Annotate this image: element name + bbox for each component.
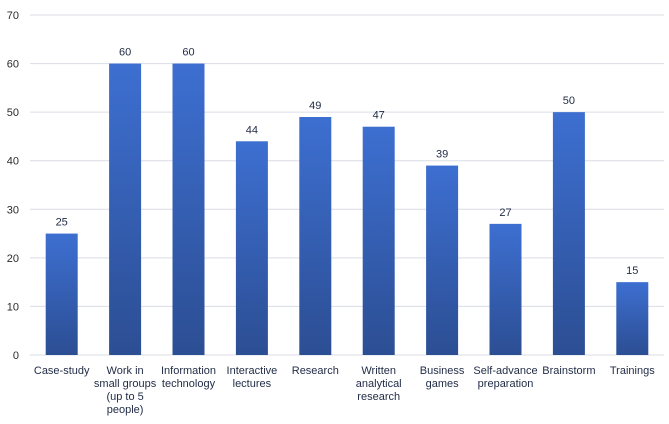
y-tick-label: 20 <box>7 253 19 265</box>
category-label: Interactive lectures <box>227 365 278 390</box>
category-label-line: people) <box>107 404 144 416</box>
bars <box>45 63 649 356</box>
category-label-line: Research <box>292 365 339 377</box>
y-axis-tick-labels: 0 10 20 30 40 50 60 70 <box>7 10 19 362</box>
category-label-line: small groups <box>94 378 157 390</box>
data-label: 60 <box>119 47 131 59</box>
data-labels: 25 60 60 44 49 47 39 27 50 15 <box>56 47 639 278</box>
y-tick-label: 60 <box>7 59 19 71</box>
y-tick-label: 10 <box>7 301 19 313</box>
bar <box>299 117 332 355</box>
category-label: Research <box>292 365 339 377</box>
category-label-line: (up to 5 <box>106 391 143 403</box>
y-tick-label: 30 <box>7 204 19 216</box>
bar <box>426 165 459 355</box>
data-label: 15 <box>626 265 638 277</box>
category-label: Work in small groups (up to 5 people) <box>94 365 157 416</box>
category-label: Written analytical research <box>356 365 402 403</box>
category-label-line: technology <box>162 378 216 390</box>
category-label: Business games <box>420 365 465 390</box>
bar <box>235 141 268 355</box>
y-tick-label: 50 <box>7 107 19 119</box>
category-label-line: Case-study <box>34 365 90 377</box>
data-label: 27 <box>499 207 511 219</box>
category-label-line: research <box>357 391 400 403</box>
data-label: 50 <box>563 95 575 107</box>
category-label: Case-study <box>34 365 90 377</box>
y-tick-label: 40 <box>7 156 19 168</box>
category-label-line: Interactive <box>227 365 278 377</box>
bar <box>109 63 142 355</box>
bar <box>45 233 78 355</box>
category-label: Self-advance preparation <box>473 365 537 390</box>
data-label: 44 <box>246 124 258 136</box>
bar <box>172 63 205 355</box>
x-axis-category-labels: Case-study Work in small groups (up to 5 peo… <box>34 365 655 416</box>
data-label: 49 <box>309 100 321 112</box>
bar <box>489 223 522 355</box>
category-label-line: Brainstorm <box>542 365 595 377</box>
y-tick-label: 70 <box>7 10 19 22</box>
category-label: Brainstorm <box>542 365 595 377</box>
category-label-line: Written <box>361 365 396 377</box>
category-label-line: Work in <box>107 365 144 377</box>
category-label-line: Business <box>420 365 465 377</box>
category-label-line: lectures <box>233 378 272 390</box>
category-label-line: Trainings <box>610 365 655 377</box>
category-label-line: Information <box>161 365 216 377</box>
data-label: 47 <box>373 110 385 122</box>
y-tick-label: 0 <box>13 350 19 362</box>
bar <box>552 112 585 356</box>
category-label: Information technology <box>161 365 216 390</box>
category-label-line: games <box>426 378 460 390</box>
category-label-line: preparation <box>478 378 534 390</box>
bar <box>362 126 395 355</box>
data-label: 60 <box>182 47 194 59</box>
data-label: 25 <box>56 217 68 229</box>
category-label-line: Self-advance <box>473 365 537 377</box>
data-label: 39 <box>436 149 448 161</box>
category-label-line: analytical <box>356 378 402 390</box>
category-label: Trainings <box>610 365 655 377</box>
bar <box>616 282 649 355</box>
